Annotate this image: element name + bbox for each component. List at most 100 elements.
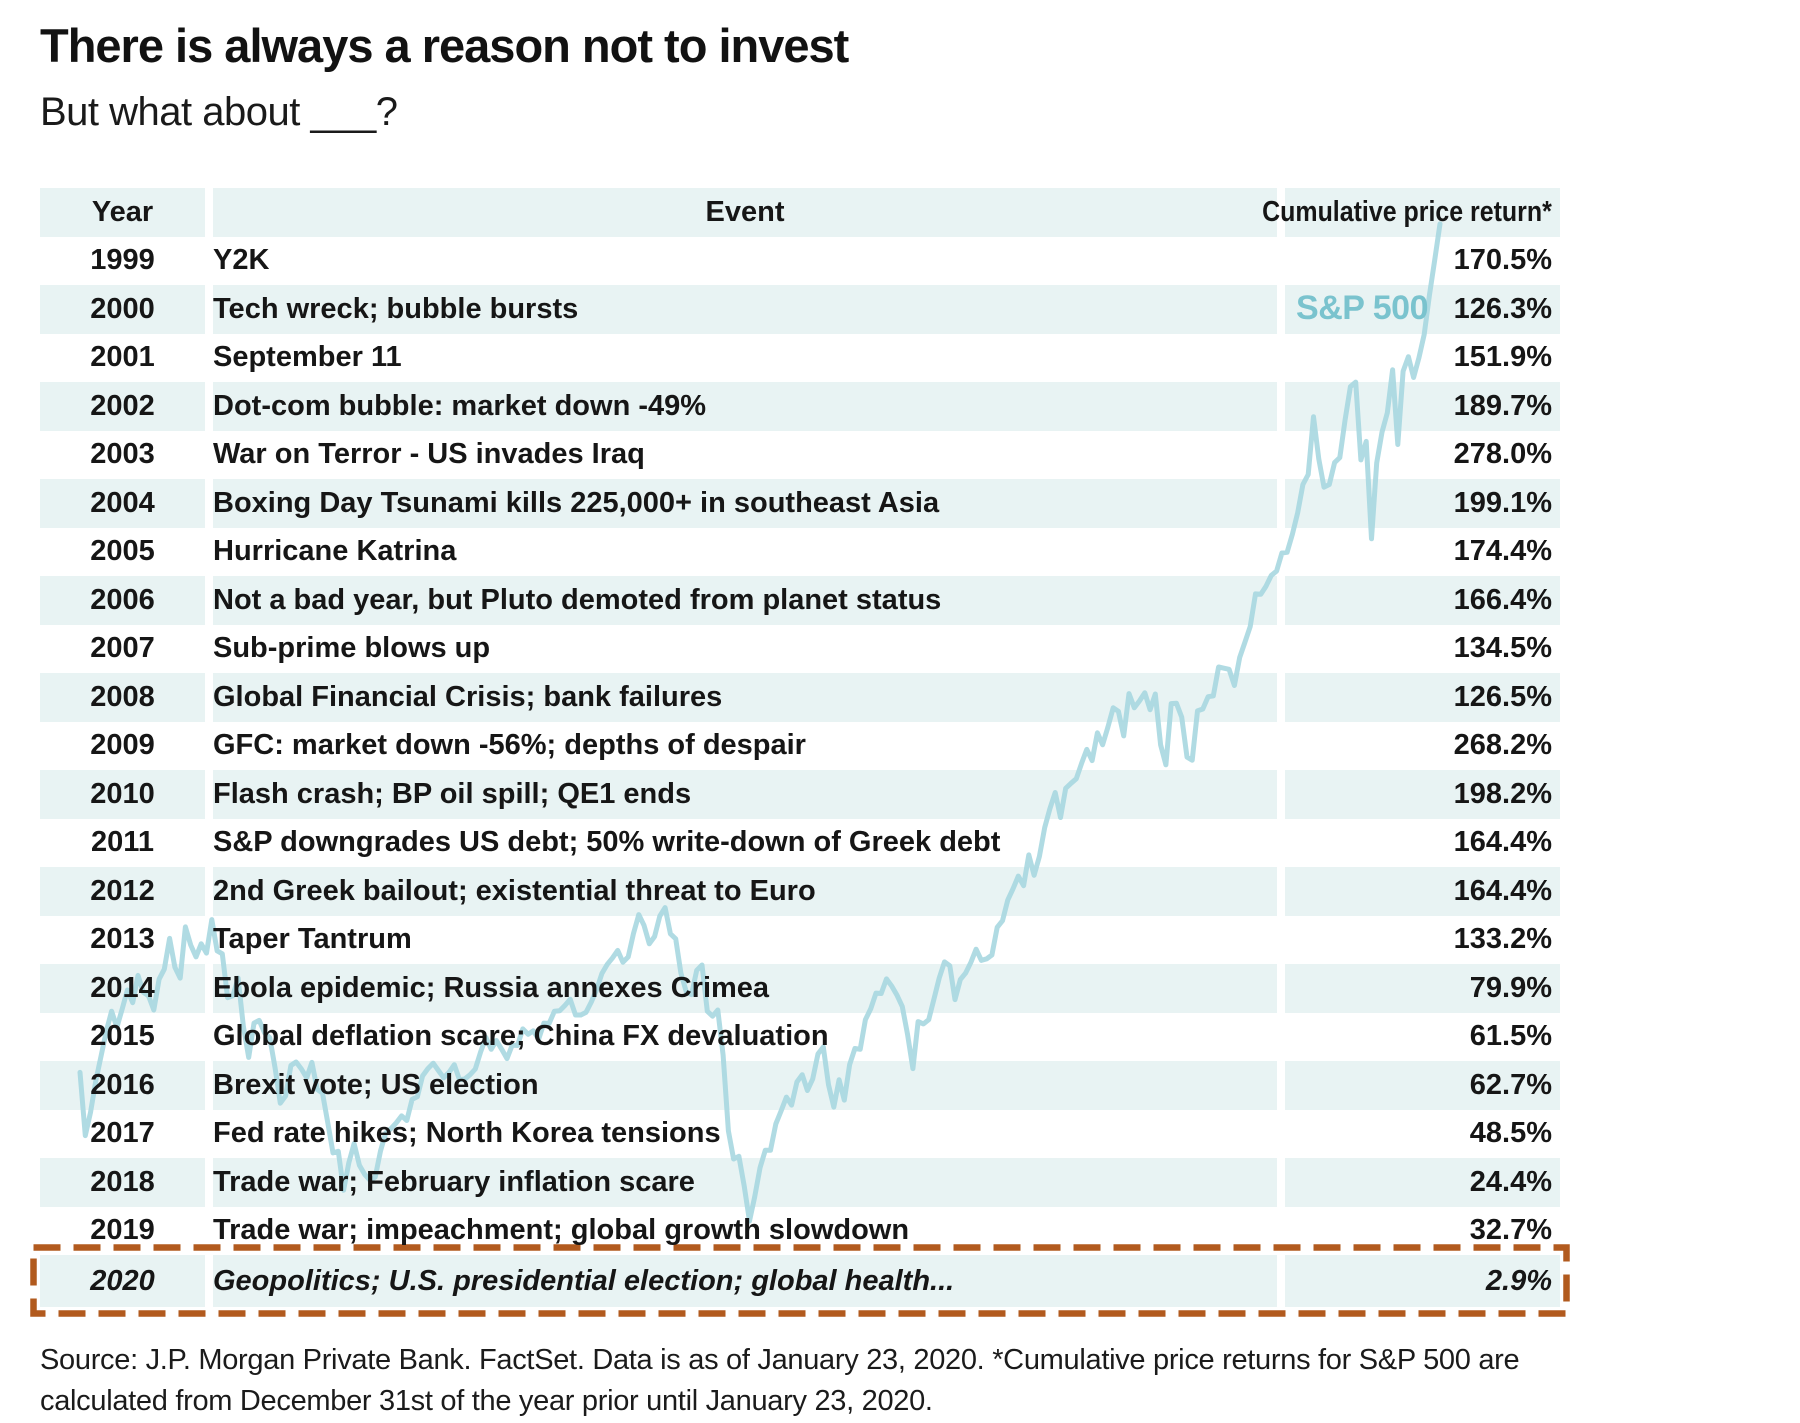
page-title: There is always a reason not to invest	[40, 19, 849, 72]
table-row: 1999 Y2K 170.5%	[40, 237, 1560, 286]
table-row: 2013 Taper Tantrum 133.2%	[40, 916, 1560, 965]
table-row: 2010 Flash crash; BP oil spill; QE1 ends…	[40, 770, 1560, 819]
return-cell: 199.1%	[1285, 479, 1560, 528]
column-separator	[205, 528, 213, 577]
column-separator	[1277, 237, 1285, 286]
column-separator	[205, 1255, 213, 1307]
event-cell: Boxing Day Tsunami kills 225,000+ in sou…	[213, 479, 1277, 528]
column-separator	[1277, 576, 1285, 625]
column-header-event: Event	[213, 188, 1277, 237]
event-cell: Trade war; impeachment; global growth sl…	[213, 1214, 910, 1247]
table-row: 2012 2nd Greek bailout; existential thre…	[40, 867, 1560, 916]
year-cell: 2015	[90, 1020, 155, 1053]
year-cell: 2012	[40, 867, 205, 916]
event-cell: Hurricane Katrina	[213, 535, 457, 568]
return-cell: 134.5%	[1453, 632, 1552, 665]
return-cell: 79.9%	[1285, 964, 1560, 1013]
table-row: 2004 Boxing Day Tsunami kills 225,000+ i…	[40, 479, 1560, 528]
event-cell: Global Financial Crisis; bank failures	[213, 673, 1277, 722]
column-separator	[1277, 770, 1285, 819]
year-cell: 2018	[40, 1158, 205, 1207]
event-cell: Y2K	[213, 244, 270, 277]
year-cell: 2004	[40, 479, 205, 528]
year-cell: 2001	[90, 341, 155, 374]
column-separator	[205, 1013, 213, 1062]
column-separator	[1277, 1013, 1285, 1062]
return-cell: 166.4%	[1285, 576, 1560, 625]
event-cell: Flash crash; BP oil spill; QE1 ends	[213, 770, 1277, 819]
column-separator	[1277, 334, 1285, 383]
return-cell: 126.5%	[1285, 673, 1560, 722]
table-row: 2014 Ebola epidemic; Russia annexes Crim…	[40, 964, 1560, 1013]
year-cell: 2010	[40, 770, 205, 819]
column-separator	[1277, 1255, 1285, 1307]
column-separator	[1277, 916, 1285, 965]
table-row: 2002 Dot-com bubble: market down -49% 18…	[40, 382, 1560, 431]
return-cell: 198.2%	[1285, 770, 1560, 819]
year-cell: 2011	[91, 826, 154, 859]
column-separator	[205, 479, 213, 528]
column-separator	[205, 1158, 213, 1207]
year-cell: 2013	[90, 923, 155, 956]
event-cell: Fed rate hikes; North Korea tensions	[213, 1117, 721, 1150]
column-separator	[1277, 1207, 1285, 1256]
year-cell: 2006	[40, 576, 205, 625]
return-cell: 164.4%	[1453, 826, 1552, 859]
year-cell: 2008	[40, 673, 205, 722]
page-subtitle: But what about ___?	[40, 90, 398, 134]
table-row: 2006 Not a bad year, but Pluto demoted f…	[40, 576, 1560, 625]
table-row: 2011 S&P downgrades US debt; 50% write-d…	[40, 819, 1560, 868]
column-separator	[205, 188, 213, 237]
table-row: 2003 War on Terror - US invades Iraq 278…	[40, 431, 1560, 480]
column-separator	[1277, 382, 1285, 431]
year-cell: 2000	[40, 285, 205, 334]
event-cell: Trade war; February inflation scare	[213, 1158, 1277, 1207]
column-separator	[1277, 722, 1285, 771]
column-separator	[205, 867, 213, 916]
column-separator	[205, 237, 213, 286]
column-separator	[205, 1061, 213, 1110]
year-cell: 1999	[90, 244, 155, 277]
return-cell: 170.5%	[1453, 244, 1552, 277]
column-separator	[1277, 528, 1285, 577]
column-separator	[205, 1110, 213, 1159]
event-cell: Sub-prime blows up	[213, 632, 491, 665]
column-separator	[205, 916, 213, 965]
year-cell: 2009	[90, 729, 155, 762]
sp500-label: S&P 500	[1296, 289, 1428, 327]
column-separator	[205, 576, 213, 625]
column-header-event-label: Event	[705, 195, 785, 228]
column-separator	[1277, 964, 1285, 1013]
column-separator	[205, 819, 213, 868]
events-table: Year Event Cumulative price return* 1999…	[40, 188, 1560, 1307]
column-separator	[1277, 1158, 1285, 1207]
event-cell: War on Terror - US invades Iraq	[213, 438, 645, 471]
return-cell: 24.4%	[1285, 1158, 1560, 1207]
return-cell: 48.5%	[1469, 1117, 1552, 1150]
return-cell: 32.7%	[1469, 1214, 1552, 1247]
column-separator	[1277, 867, 1285, 916]
column-header-return-label: Cumulative price return*	[1262, 195, 1552, 228]
event-cell: 2nd Greek bailout; existential threat to…	[213, 867, 1277, 916]
event-cell: Brexit vote; US election	[213, 1061, 1277, 1110]
column-separator	[1277, 1061, 1285, 1110]
year-cell: 2007	[90, 632, 155, 665]
event-cell: Dot-com bubble: market down -49%	[213, 382, 1277, 431]
return-cell: 62.7%	[1285, 1061, 1560, 1110]
return-cell: 61.5%	[1469, 1020, 1552, 1053]
return-cell: 278.0%	[1453, 438, 1552, 471]
event-cell: Global deflation scare; China FX devalua…	[213, 1020, 829, 1053]
column-separator	[1277, 431, 1285, 480]
table-row: 2005 Hurricane Katrina 174.4%	[40, 528, 1560, 577]
table-row: 2015 Global deflation scare; China FX de…	[40, 1013, 1560, 1062]
event-cell: GFC: market down -56%; depths of despair	[213, 729, 806, 762]
event-cell: Ebola epidemic; Russia annexes Crimea	[213, 964, 1277, 1013]
table-row: 2016 Brexit vote; US election 62.7%	[40, 1061, 1560, 1110]
column-separator	[1277, 625, 1285, 674]
year-cell: 2019	[90, 1214, 155, 1247]
column-separator	[205, 770, 213, 819]
year-cell: 2016	[40, 1061, 205, 1110]
column-separator	[205, 625, 213, 674]
source-note: Source: J.P. Morgan Private Bank. FactSe…	[40, 1344, 1520, 1417]
